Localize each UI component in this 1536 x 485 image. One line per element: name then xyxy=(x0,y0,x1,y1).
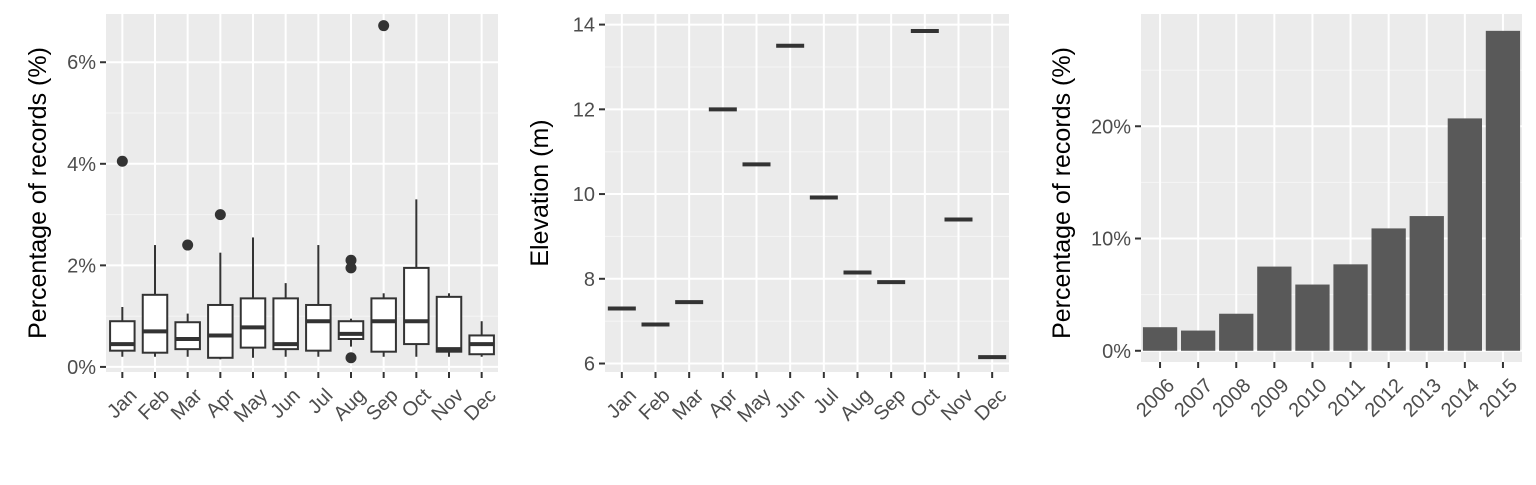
outlier-point xyxy=(345,262,357,274)
x-tick-label: Dec xyxy=(460,385,501,426)
x-tick-label: 2010 xyxy=(1285,375,1332,422)
box-Sep xyxy=(370,20,397,357)
x-tick-label: Jun xyxy=(266,385,304,423)
x-tick-label: Aug xyxy=(836,385,877,426)
box-Dec xyxy=(468,321,495,357)
bar-2007 xyxy=(1181,330,1216,351)
x-tick-label: Oct xyxy=(398,384,436,422)
box-iqr xyxy=(109,320,136,352)
box-iqr xyxy=(370,297,397,353)
x-tick-label: 2014 xyxy=(1437,375,1484,422)
bar-2011 xyxy=(1333,264,1368,351)
x-tick-label: Mar xyxy=(668,384,708,424)
x-tick-label: 2009 xyxy=(1246,375,1293,422)
y-tick-label: 2% xyxy=(67,255,96,277)
x-tick-label: 2008 xyxy=(1208,375,1255,422)
y-tick-label: 0% xyxy=(67,357,96,379)
x-tick-label: Dec xyxy=(971,385,1012,426)
y-tick-label: 12 xyxy=(573,99,595,121)
box-Jun xyxy=(272,283,299,357)
x-tick-label: Aug xyxy=(329,385,370,426)
x-tick-label: Sep xyxy=(362,385,403,426)
y-axis-title: Elevation (m) xyxy=(526,119,554,266)
box-iqr xyxy=(239,297,267,349)
x-tick-label: Jul xyxy=(809,385,843,419)
box-iqr xyxy=(174,321,201,351)
outlier-point xyxy=(182,239,194,251)
panel-background xyxy=(106,14,498,372)
x-tick-label: May xyxy=(733,385,775,427)
outlier-point xyxy=(378,20,390,32)
outlier-point xyxy=(345,352,357,364)
bar-2006 xyxy=(1142,327,1178,351)
y-tick-label: 8 xyxy=(584,269,595,291)
x-tick-label: 2006 xyxy=(1132,375,1179,422)
bar-2014 xyxy=(1447,118,1482,351)
x-tick-label: 2015 xyxy=(1475,375,1522,422)
x-tick-label: Jan xyxy=(603,385,641,423)
y-tick-label: 10% xyxy=(1091,229,1131,251)
box-Mar xyxy=(174,239,201,357)
x-tick-label: Nov xyxy=(937,385,978,426)
y-tick-label: 14 xyxy=(573,15,595,37)
box-Aug xyxy=(337,254,365,364)
box-iqr xyxy=(403,266,430,346)
x-tick-label: Sep xyxy=(870,385,911,426)
y-tick-label: 6 xyxy=(584,354,595,376)
x-tick-label: 2007 xyxy=(1170,375,1217,422)
bar-2008 xyxy=(1219,313,1254,351)
y-axis-title: Percentage of records (%) xyxy=(24,47,52,339)
box-Jan xyxy=(109,155,136,357)
x-tick-label: Mar xyxy=(167,384,207,424)
x-tick-label: Apr xyxy=(704,384,742,422)
outlier-point xyxy=(345,254,357,266)
y-tick-label: 0% xyxy=(1102,341,1131,363)
box-iqr xyxy=(435,295,463,353)
y-tick-label: 10 xyxy=(573,184,595,206)
x-tick-label: Feb xyxy=(134,385,174,425)
outlier-point xyxy=(214,209,226,221)
y-axis-title: Percentage of records (%) xyxy=(1048,47,1076,339)
x-tick-label: Jun xyxy=(771,385,809,423)
box-May xyxy=(239,237,267,358)
box-iqr xyxy=(272,297,299,351)
outlier-point xyxy=(116,155,128,167)
box-iqr xyxy=(141,293,169,354)
y-tick-label: 6% xyxy=(67,52,96,74)
box-iqr xyxy=(207,303,234,359)
y-tick-label: 20% xyxy=(1091,116,1131,138)
panel-background xyxy=(605,14,1009,372)
y-tick-label: 4% xyxy=(67,154,96,176)
box-Feb xyxy=(141,245,169,357)
x-tick-label: Nov xyxy=(427,385,468,426)
x-tick-label: Oct xyxy=(906,384,944,422)
box-iqr xyxy=(305,303,332,352)
bar-2009 xyxy=(1257,266,1292,351)
x-tick-label: 2013 xyxy=(1399,375,1446,422)
bar-2015 xyxy=(1485,30,1521,351)
x-tick-label: Feb xyxy=(635,385,675,425)
bar-2012 xyxy=(1371,228,1406,351)
box-Oct xyxy=(403,199,430,357)
bar-2013 xyxy=(1409,216,1444,351)
x-tick-label: May xyxy=(230,385,272,427)
x-tick-label: 2012 xyxy=(1361,375,1408,422)
x-tick-label: 2011 xyxy=(1324,375,1370,421)
box-Apr xyxy=(207,209,234,360)
x-tick-label: Jan xyxy=(103,385,141,423)
box-Jul xyxy=(305,245,332,357)
box-iqr xyxy=(337,320,365,340)
box-Nov xyxy=(435,293,463,357)
bar-2010 xyxy=(1295,284,1330,351)
chart-panel-3: 0% 10% 20% 20062007200820092010201120122013… xyxy=(1048,14,1522,422)
